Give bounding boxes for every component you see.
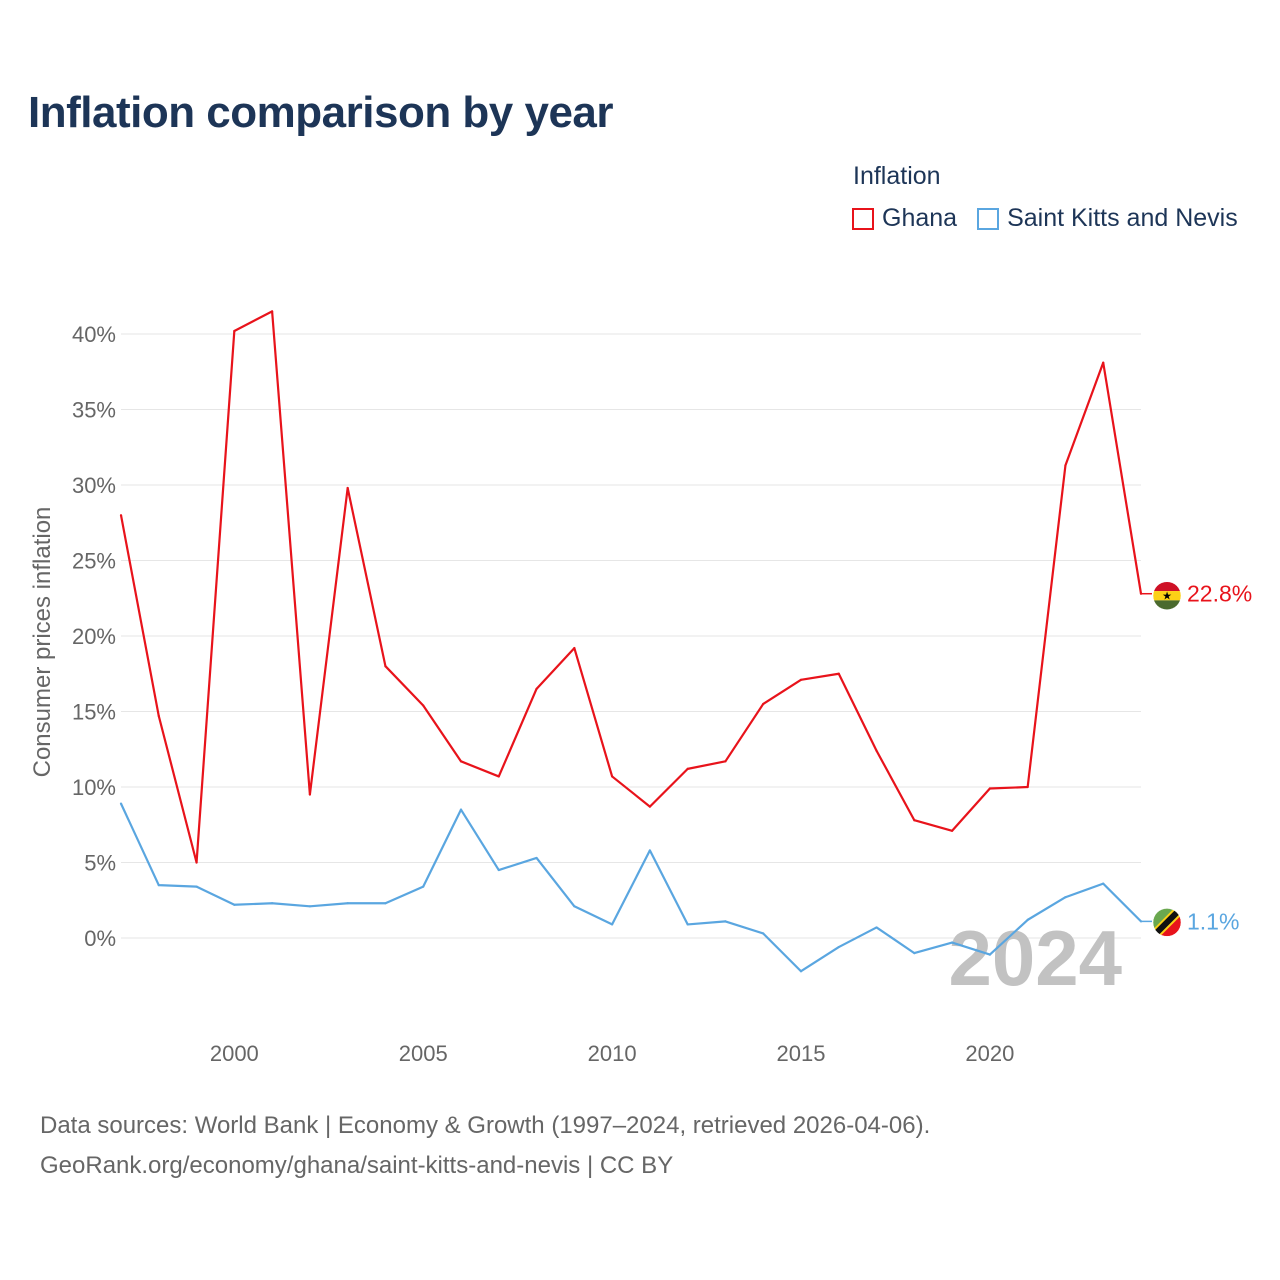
series-line-saint-kitts-and-nevis bbox=[120, 803, 1142, 973]
y-tick-0: 0% bbox=[84, 926, 116, 951]
point-ghana-2009 bbox=[573, 646, 576, 650]
point-saint-kitts-and-nevis-1997 bbox=[119, 802, 123, 805]
point-saint-kitts-and-nevis-2007 bbox=[497, 868, 500, 872]
legend-item-saint-kitts-and-nevis[interactable]: Saint Kitts and Nevis bbox=[977, 204, 1238, 233]
y-tick-30: 30% bbox=[72, 473, 116, 498]
point-ghana-2008 bbox=[535, 687, 538, 690]
point-saint-kitts-and-nevis-2006 bbox=[459, 808, 463, 811]
point-ghana-2011 bbox=[648, 805, 651, 808]
point-saint-kitts-and-nevis-2019 bbox=[951, 941, 954, 944]
x-tick-2000: 2000 bbox=[210, 1041, 259, 1066]
end-label-ghana: 22.8% bbox=[1187, 581, 1252, 607]
point-ghana-2004 bbox=[384, 665, 387, 668]
point-ghana-1997 bbox=[119, 514, 123, 517]
y-tick-25: 25% bbox=[72, 549, 116, 574]
legend-item-ghana[interactable]: Ghana bbox=[852, 204, 957, 233]
point-ghana-2019 bbox=[951, 829, 954, 832]
legend: Ghana Saint Kitts and Nevis bbox=[852, 204, 1258, 233]
point-ghana-2014 bbox=[762, 702, 765, 706]
point-saint-kitts-and-nevis-2010 bbox=[611, 923, 614, 926]
point-ghana-2007 bbox=[497, 775, 500, 778]
legend-label-saint-kitts-and-nevis: Saint Kitts and Nevis bbox=[1007, 204, 1238, 232]
point-saint-kitts-and-nevis-1998 bbox=[157, 884, 160, 887]
point-saint-kitts-and-nevis-2022 bbox=[1064, 896, 1067, 899]
y-tick-20: 20% bbox=[72, 624, 116, 649]
x-tick-labels: 2000 2005 2010 2015 2020 bbox=[210, 1041, 1015, 1066]
point-saint-kitts-and-nevis-2005 bbox=[422, 885, 425, 888]
x-tick-2010: 2010 bbox=[588, 1041, 637, 1066]
point-ghana-2005 bbox=[422, 704, 425, 707]
series-line-ghana bbox=[119, 310, 1143, 864]
point-saint-kitts-and-nevis-2013 bbox=[724, 920, 727, 923]
y-tick-15: 15% bbox=[72, 700, 116, 725]
y-tick-40: 40% bbox=[72, 322, 116, 347]
point-saint-kitts-and-nevis-2021 bbox=[1026, 918, 1029, 921]
point-saint-kitts-and-nevis-2012 bbox=[686, 923, 689, 926]
point-saint-kitts-and-nevis-2004 bbox=[384, 902, 387, 905]
point-saint-kitts-and-nevis-2018 bbox=[913, 952, 916, 955]
point-saint-kitts-and-nevis-2001 bbox=[271, 902, 274, 905]
legend-title: Inflation bbox=[853, 162, 941, 190]
point-saint-kitts-and-nevis-2023 bbox=[1102, 882, 1105, 885]
point-ghana-2016 bbox=[837, 672, 840, 675]
point-ghana-2021 bbox=[1026, 785, 1029, 789]
point-ghana-2006 bbox=[459, 760, 463, 763]
point-ghana-2010 bbox=[611, 775, 614, 778]
point-saint-kitts-and-nevis-2015 bbox=[799, 970, 803, 973]
svg-text:★: ★ bbox=[1162, 591, 1172, 603]
ghana-flag-icon: ★ bbox=[1152, 581, 1182, 610]
y-tick-5: 5% bbox=[84, 851, 116, 876]
point-ghana-1998 bbox=[157, 714, 160, 718]
end-label-saint-kitts-and-nevis: 1.1% bbox=[1187, 908, 1239, 934]
chart-title: Inflation comparison by year bbox=[28, 88, 614, 137]
point-saint-kitts-and-nevis-2009 bbox=[573, 905, 576, 908]
point-ghana-2002 bbox=[308, 793, 311, 796]
point-ghana-2023 bbox=[1102, 361, 1105, 364]
point-ghana-2017 bbox=[875, 749, 878, 752]
line-chart: 0%5%10%15%20%25%30%35%40% 2000 2005 2010 20… bbox=[29, 310, 1252, 1066]
gridlines bbox=[121, 333, 1141, 939]
point-saint-kitts-and-nevis-2002 bbox=[308, 905, 311, 908]
legend-label-ghana: Ghana bbox=[882, 204, 958, 232]
point-saint-kitts-and-nevis-2011 bbox=[648, 849, 651, 852]
saint-kitts-and-nevis-flag-icon bbox=[1152, 908, 1182, 937]
legend-swatch-saint-kitts-and-nevis bbox=[977, 207, 1000, 230]
point-ghana-2001 bbox=[271, 310, 274, 313]
point-saint-kitts-and-nevis-2008 bbox=[535, 856, 538, 860]
x-tick-2020: 2020 bbox=[965, 1041, 1014, 1066]
point-ghana-2022 bbox=[1064, 464, 1067, 467]
point-saint-kitts-and-nevis-2020 bbox=[988, 953, 991, 956]
point-saint-kitts-and-nevis-2014 bbox=[762, 932, 765, 935]
point-ghana-2018 bbox=[913, 819, 916, 822]
y-tick-10: 10% bbox=[72, 775, 116, 800]
point-saint-kitts-and-nevis-2016 bbox=[837, 945, 840, 949]
point-ghana-2015 bbox=[799, 678, 803, 681]
x-tick-2005: 2005 bbox=[399, 1041, 448, 1066]
point-saint-kitts-and-nevis-1999 bbox=[195, 885, 198, 888]
point-ghana-2013 bbox=[724, 760, 727, 763]
year-watermark: 2024 bbox=[948, 914, 1122, 1002]
x-tick-2015: 2015 bbox=[777, 1041, 826, 1066]
legend-swatch-ghana bbox=[852, 207, 874, 230]
y-axis-label: Consumer prices inflation bbox=[29, 507, 56, 778]
point-saint-kitts-and-nevis-2003 bbox=[346, 902, 349, 905]
point-ghana-2000 bbox=[233, 329, 236, 333]
footer-sources: Data sources: World Bank | Economy & Gro… bbox=[40, 1112, 931, 1139]
footer-link[interactable]: GeoRank.org/economy/ghana/saint-kitts-an… bbox=[40, 1152, 674, 1179]
point-ghana-2003 bbox=[346, 486, 349, 490]
point-saint-kitts-and-nevis-2000 bbox=[233, 903, 236, 906]
end-labels: ★ 22.8% 1.1% bbox=[1141, 581, 1252, 937]
point-ghana-2020 bbox=[988, 787, 991, 790]
point-ghana-2012 bbox=[686, 767, 689, 770]
y-tick-labels: 0% 5% 10% 15% 20% 25% 30% 35% 40% bbox=[72, 322, 116, 951]
point-ghana-1999 bbox=[195, 861, 198, 864]
y-tick-35: 35% bbox=[72, 398, 116, 423]
point-saint-kitts-and-nevis-2017 bbox=[875, 926, 878, 929]
footer: Data sources: World Bank | Economy & Gro… bbox=[40, 1106, 930, 1186]
